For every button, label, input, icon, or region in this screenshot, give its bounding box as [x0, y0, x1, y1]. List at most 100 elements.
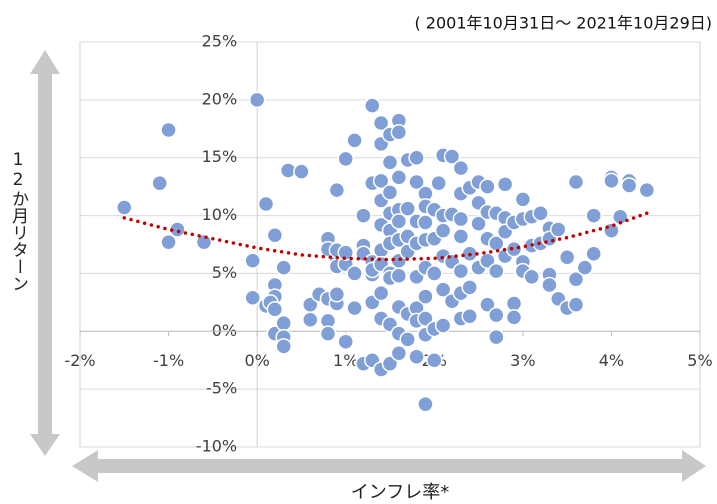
- point: [550, 221, 567, 238]
- point: [488, 262, 505, 280]
- point: [567, 270, 585, 288]
- x-tick-label: 1%: [333, 351, 358, 370]
- point: [576, 259, 594, 276]
- point: [160, 121, 177, 139]
- x-arrow: [72, 450, 706, 482]
- point: [169, 221, 186, 238]
- point: [585, 207, 602, 224]
- point: [275, 314, 292, 332]
- point: [496, 176, 514, 193]
- point: [603, 222, 620, 239]
- point: [346, 265, 363, 282]
- point: [399, 331, 416, 348]
- point: [426, 265, 443, 282]
- point: [443, 148, 461, 165]
- point: [346, 299, 363, 317]
- point: [426, 351, 443, 369]
- point: [434, 281, 452, 298]
- point: [319, 325, 337, 342]
- point: [302, 311, 319, 328]
- point: [532, 205, 549, 222]
- point: [430, 174, 447, 192]
- point: [488, 306, 505, 324]
- point: [417, 395, 434, 413]
- point: [567, 296, 585, 313]
- point: [364, 97, 381, 114]
- point: [620, 177, 638, 194]
- point: [160, 233, 177, 251]
- point: [195, 233, 213, 251]
- point: [434, 317, 452, 334]
- point: [337, 244, 354, 261]
- y-axis-label: 12か月リターン: [8, 150, 28, 292]
- point: [417, 310, 434, 327]
- point: [417, 288, 434, 305]
- point: [372, 114, 390, 132]
- point: [452, 262, 470, 280]
- point: [408, 173, 425, 191]
- y-tick-label: -5%: [206, 379, 237, 398]
- point: [381, 184, 399, 201]
- y-tick-label: 25%: [202, 32, 238, 51]
- subtitle: ( 2001年10月31日～ 2021年10月29日): [414, 14, 712, 33]
- point: [381, 154, 399, 171]
- point: [337, 150, 354, 168]
- point: [390, 345, 408, 362]
- point: [266, 226, 284, 244]
- point: [337, 333, 354, 350]
- point: [244, 289, 261, 306]
- point: [434, 222, 452, 239]
- point: [505, 240, 523, 258]
- point: [390, 169, 408, 186]
- point: [116, 199, 133, 216]
- point: [452, 210, 470, 228]
- point: [346, 132, 363, 149]
- point: [585, 245, 602, 263]
- point: [479, 178, 496, 195]
- y-tick-label: -10%: [196, 437, 237, 456]
- point: [293, 163, 310, 180]
- point: [567, 173, 585, 191]
- x-tick-label: -1%: [153, 351, 184, 370]
- point: [603, 172, 620, 190]
- point: [151, 174, 168, 192]
- point: [558, 248, 576, 266]
- point: [390, 213, 408, 230]
- point: [275, 338, 292, 355]
- x-tick-label: 3%: [510, 351, 535, 370]
- point: [408, 348, 425, 365]
- point: [541, 276, 558, 294]
- trend-line: [122, 211, 649, 262]
- point: [390, 124, 408, 141]
- point: [355, 207, 372, 224]
- point: [372, 284, 390, 302]
- point: [372, 172, 390, 190]
- point: [244, 252, 261, 269]
- y-tick-label: 15%: [202, 147, 238, 166]
- y-tick-label: 20%: [202, 89, 238, 108]
- point: [479, 252, 496, 269]
- point: [328, 181, 346, 199]
- point: [266, 301, 284, 318]
- point: [461, 279, 478, 296]
- x-tick-label: 0%: [244, 351, 269, 370]
- point: [328, 286, 346, 303]
- point: [417, 214, 434, 231]
- point: [479, 296, 496, 313]
- point: [488, 328, 505, 346]
- y-tick-label: 5%: [212, 263, 237, 282]
- point: [523, 268, 540, 286]
- point: [248, 91, 266, 109]
- point: [505, 295, 523, 312]
- point: [452, 159, 470, 177]
- point: [399, 200, 416, 217]
- point: [452, 228, 470, 245]
- point: [470, 215, 487, 232]
- y-tick-label: 10%: [202, 205, 238, 224]
- point: [408, 149, 425, 166]
- point: [257, 195, 275, 213]
- point: [505, 309, 523, 326]
- point: [638, 181, 656, 199]
